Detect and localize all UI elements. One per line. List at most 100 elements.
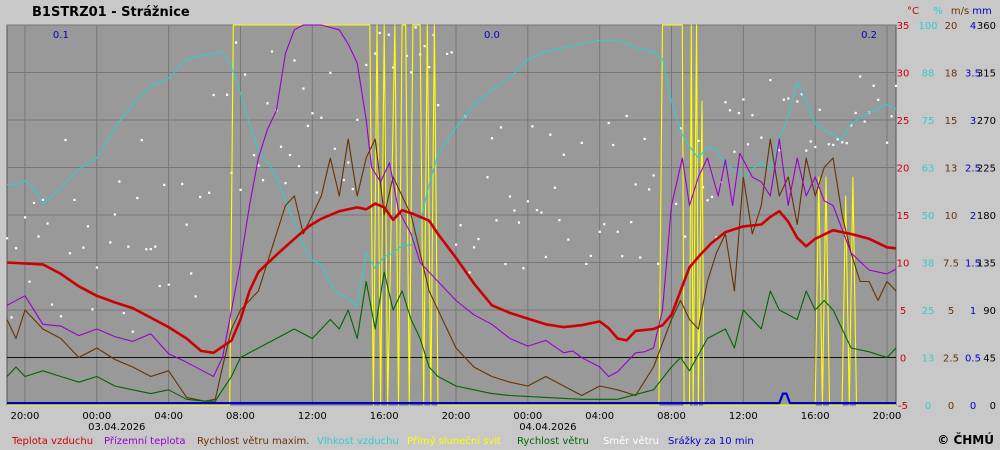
direction-dot <box>329 71 332 75</box>
x-tick-label: 04:00 <box>585 411 614 422</box>
direction-dot <box>414 26 417 29</box>
direction-dot <box>127 245 130 248</box>
direction-dot <box>446 52 449 56</box>
direction-dot <box>495 219 498 222</box>
y-tick-label-precip_mm: 1.5 <box>965 259 981 270</box>
direction-dot <box>526 200 530 203</box>
y-tick-label-wind_dir_deg: 270 <box>977 116 996 127</box>
direction-dot <box>199 195 202 199</box>
unit-label: m/s <box>951 6 969 17</box>
series-line-1 <box>6 24 897 378</box>
y-tick-label-wind_dir_deg: 90 <box>983 306 996 317</box>
y-tick-label-wind_ms: 13 <box>945 164 958 175</box>
direction-dot <box>472 246 476 249</box>
y-tick-label-humidity_pct: 50 <box>922 211 935 222</box>
direction-dot <box>486 176 489 179</box>
y-tick-label-temperature_c: 10 <box>897 259 910 270</box>
direction-dot <box>850 124 853 127</box>
direction-dot <box>544 255 547 259</box>
annotation-label: 0.2 <box>861 30 877 41</box>
unit-label: mm <box>972 6 991 17</box>
direction-dot <box>612 143 615 147</box>
direction-dot <box>895 84 898 87</box>
direction-dot <box>154 245 157 248</box>
direction-dot <box>567 238 570 241</box>
legend-entry: Vlhkost vzduchu <box>317 436 399 447</box>
direction-dot <box>23 216 27 219</box>
direction-dot <box>468 271 471 274</box>
direction-dot <box>504 262 507 266</box>
y-tick-label-humidity_pct: 75 <box>922 116 935 127</box>
legend-entry: Srážky za 10 min <box>668 435 754 447</box>
y-tick-label-precip_mm: 4 <box>970 21 976 32</box>
direction-dot <box>728 109 732 112</box>
series-line-7 <box>7 392 896 405</box>
x-tick-label: 04:00 <box>154 411 183 422</box>
direction-dot <box>836 138 839 141</box>
direction-dot <box>450 51 453 54</box>
direction-dot <box>877 98 880 101</box>
series-line-0 <box>6 202 897 355</box>
y-tick-label-wind_ms: 15 <box>945 116 958 127</box>
copyright-label: © ČHMÚ <box>937 432 994 447</box>
series-line-4 <box>7 24 896 406</box>
direction-dot <box>508 195 512 198</box>
direction-dot <box>818 108 821 111</box>
direction-dot <box>311 112 314 115</box>
x-tick-label: 20:00 <box>11 411 40 422</box>
y-tick-label-temperature_c: 20 <box>897 164 910 175</box>
y-tick-label-precip_mm: 0 <box>970 401 976 412</box>
direction-dot <box>706 199 709 202</box>
y-tick-label-precip_mm: 2 <box>970 211 976 222</box>
direction-dot <box>787 97 790 100</box>
direction-dot <box>91 308 94 311</box>
direction-dot <box>513 209 516 212</box>
direction-dot <box>710 195 714 198</box>
direction-dot <box>140 139 143 142</box>
x-tick-label: 00:00 <box>82 411 111 422</box>
direction-dot <box>109 241 112 244</box>
series-layers <box>6 24 898 406</box>
direction-dot <box>872 84 875 87</box>
direction-dot <box>302 87 305 90</box>
direction-dot <box>769 79 772 82</box>
direction-dot <box>782 98 785 101</box>
y-tick-label-wind_ms: 20 <box>945 21 958 32</box>
y-tick-label-wind_dir_deg: 225 <box>977 164 996 175</box>
direction-dot <box>387 33 390 36</box>
direction-dot <box>320 116 323 119</box>
direction-dot <box>95 266 98 269</box>
direction-dot <box>410 71 413 74</box>
direction-dot <box>630 220 633 224</box>
direction-dot <box>6 237 9 240</box>
direction-dot <box>73 198 76 202</box>
direction-dot <box>562 153 565 156</box>
direction-dot <box>261 179 265 182</box>
direction-dot <box>64 138 67 142</box>
y-tick-label-wind_dir_deg: 0 <box>990 401 996 412</box>
direction-dot <box>131 330 134 333</box>
direction-dot <box>859 75 862 78</box>
direction-dot <box>890 115 893 118</box>
direction-dot <box>854 111 857 115</box>
direction-dot <box>674 202 678 206</box>
series-line-2 <box>6 138 897 402</box>
direction-dot <box>598 230 601 233</box>
y-tick-label-precip_mm: 3.5 <box>965 69 981 80</box>
direction-dot <box>454 243 458 246</box>
legend-entry: Rychlost větru maxim. <box>197 435 309 447</box>
direction-dot <box>522 267 525 270</box>
annotation-label: 0.1 <box>53 30 69 41</box>
direction-dot <box>697 139 700 142</box>
direction-dot <box>82 246 85 249</box>
y-tick-label-temperature_c: 15 <box>897 211 910 222</box>
x-tick-label: 16:00 <box>801 411 830 422</box>
direction-dot <box>805 149 808 152</box>
y-tick-label-temperature_c: 0 <box>900 354 906 365</box>
y-tick-label-humidity_pct: 38 <box>922 259 935 270</box>
direction-dot <box>603 223 606 226</box>
y-tick-label-wind_dir_deg: 45 <box>983 354 996 365</box>
legend-entry: Teplota vzduchu <box>11 436 93 447</box>
direction-dot <box>41 198 45 202</box>
